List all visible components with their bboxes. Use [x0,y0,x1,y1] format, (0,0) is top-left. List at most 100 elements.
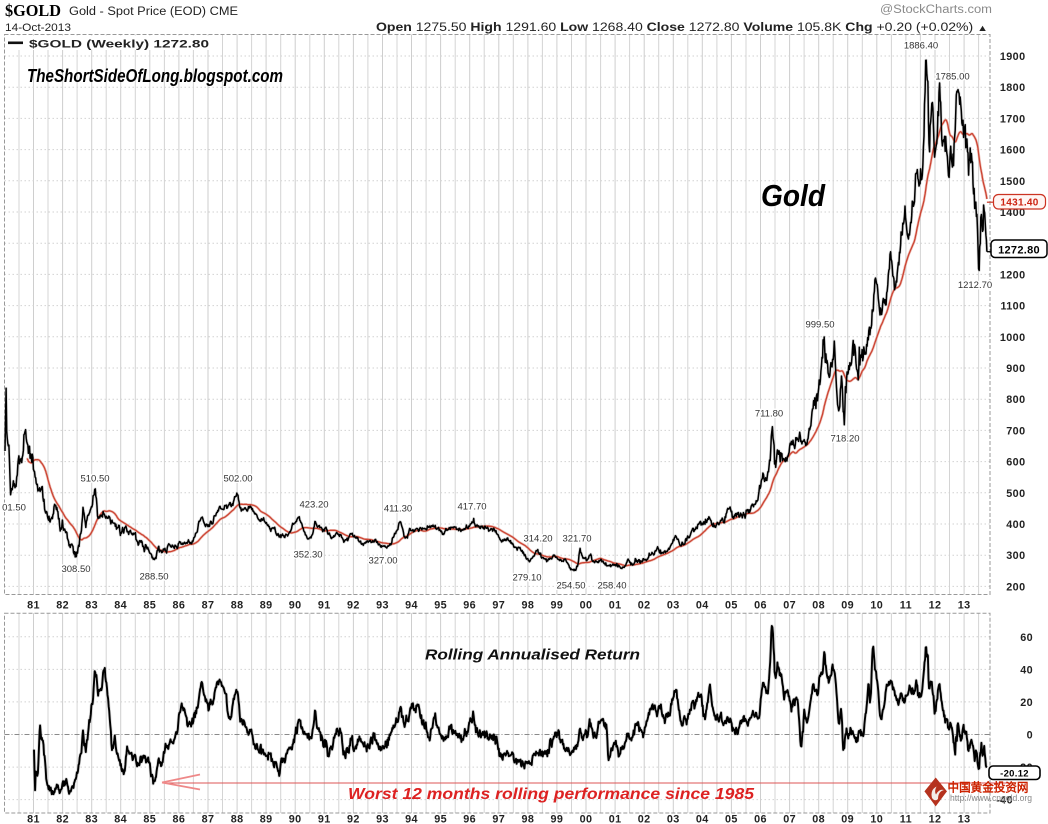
svg-text:95: 95 [434,814,447,824]
svg-text:1800: 1800 [1000,82,1026,94]
svg-text:700: 700 [1006,425,1025,437]
svg-text:1600: 1600 [1000,145,1026,157]
svg-text:08: 08 [812,600,825,612]
svg-text:0: 0 [1027,730,1033,742]
svg-text:中国黄金投资网: 中国黄金投资网 [948,780,1029,795]
svg-text:06: 06 [754,600,767,612]
svg-text:400: 400 [1006,519,1025,531]
svg-text:05: 05 [725,600,738,612]
svg-text:12: 12 [929,814,942,824]
svg-text:13: 13 [958,814,971,824]
svg-text:92: 92 [347,600,360,612]
svg-text:00: 00 [580,600,593,612]
svg-text:97: 97 [492,814,505,824]
svg-text:85: 85 [143,814,156,824]
svg-text:TheShortSideOfLong.blogspot.co: TheShortSideOfLong.blogspot.com [27,66,283,86]
svg-text:02: 02 [638,600,651,612]
svg-text:$GOLD (Weekly) 1272.80: $GOLD (Weekly) 1272.80 [29,39,209,51]
svg-text:352.30: 352.30 [293,550,322,561]
svg-text:1000: 1000 [1000,332,1026,344]
svg-text:07: 07 [783,814,796,824]
svg-text:86: 86 [172,600,185,612]
svg-text:718.20: 718.20 [830,434,859,445]
svg-text:Gold: Gold [761,178,826,213]
svg-text:93: 93 [376,814,389,824]
svg-text:$GOLD: $GOLD [5,1,61,20]
svg-text:07: 07 [783,600,796,612]
svg-text:10: 10 [870,600,883,612]
svg-text:06: 06 [754,814,767,824]
svg-text:500: 500 [1006,488,1025,500]
svg-text:03: 03 [667,814,680,824]
svg-text:1886.40: 1886.40 [904,41,938,52]
svg-text:Rolling Annualised Return: Rolling Annualised Return [425,647,640,664]
svg-text:1200: 1200 [1000,269,1026,281]
svg-text:02: 02 [638,814,651,824]
svg-text:84: 84 [114,814,127,824]
svg-text:05: 05 [725,814,738,824]
svg-text:00: 00 [580,814,593,824]
svg-text:87: 87 [202,600,215,612]
svg-text:14-Oct-2013: 14-Oct-2013 [5,22,71,34]
svg-text:83: 83 [85,814,98,824]
svg-text:83: 83 [85,600,98,612]
svg-text:60: 60 [1020,632,1033,644]
svg-text:99: 99 [550,814,563,824]
svg-text:308.50: 308.50 [61,564,90,575]
svg-text:10: 10 [870,814,883,824]
svg-text:254.50: 254.50 [556,581,585,592]
svg-text:09: 09 [841,600,854,612]
svg-text:08: 08 [812,814,825,824]
svg-text:87: 87 [202,814,215,824]
svg-text:288.50: 288.50 [139,572,168,583]
svg-text:Worst 12 months rolling perfor: Worst 12 months rolling performance sinc… [348,786,754,803]
svg-text:1100: 1100 [1000,301,1025,313]
svg-text:314.20: 314.20 [523,534,552,545]
svg-text:11: 11 [900,600,912,612]
svg-text:12: 12 [929,600,942,612]
svg-text:300: 300 [1006,550,1025,562]
svg-text:97: 97 [492,600,505,612]
svg-text:98: 98 [521,600,534,612]
svg-text:82: 82 [56,814,69,824]
svg-text:92: 92 [347,814,360,824]
svg-text:03: 03 [667,600,680,612]
svg-text:85: 85 [143,600,156,612]
svg-text:@StockCharts.com: @StockCharts.com [880,4,992,16]
svg-text:1785.00: 1785.00 [935,72,969,83]
svg-text:01: 01 [609,600,622,612]
svg-text:20: 20 [1020,697,1033,709]
svg-text:81: 81 [27,600,40,612]
svg-text:93: 93 [376,600,389,612]
svg-text:Open 1275.50 High 1291.60 Low: Open 1275.50 High 1291.60 Low 1268.40 Cl… [376,22,988,34]
svg-text:04: 04 [696,600,709,612]
svg-text:-20.12: -20.12 [1000,768,1029,779]
svg-text:321.70: 321.70 [562,534,591,545]
svg-text:1900: 1900 [1000,51,1026,63]
svg-text:1431.40: 1431.40 [1000,197,1038,208]
svg-text:279.10: 279.10 [512,573,541,584]
svg-text:96: 96 [463,600,476,612]
svg-text:84: 84 [114,600,127,612]
svg-text:900: 900 [1006,363,1025,375]
svg-text:01.50: 01.50 [2,503,26,514]
svg-text:91: 91 [318,600,331,612]
svg-text:88: 88 [231,814,244,824]
svg-text:04: 04 [696,814,709,824]
svg-text:95: 95 [434,600,447,612]
svg-text:94: 94 [405,600,418,612]
svg-text:91: 91 [318,814,331,824]
svg-text:99: 99 [550,600,563,612]
svg-text:http://www.cngold.org: http://www.cngold.org [950,793,1032,803]
svg-text:258.40: 258.40 [597,581,626,592]
svg-text:423.20: 423.20 [299,500,328,511]
svg-text:1212.70: 1212.70 [958,280,992,291]
svg-text:01: 01 [609,814,622,824]
svg-text:90: 90 [289,814,302,824]
svg-text:86: 86 [172,814,185,824]
svg-text:89: 89 [260,814,273,824]
svg-text:600: 600 [1006,457,1025,469]
svg-text:327.00: 327.00 [368,556,397,567]
svg-text:40: 40 [1020,664,1033,676]
svg-text:Gold - Spot Price (EOD) CME: Gold - Spot Price (EOD) CME [69,6,238,18]
